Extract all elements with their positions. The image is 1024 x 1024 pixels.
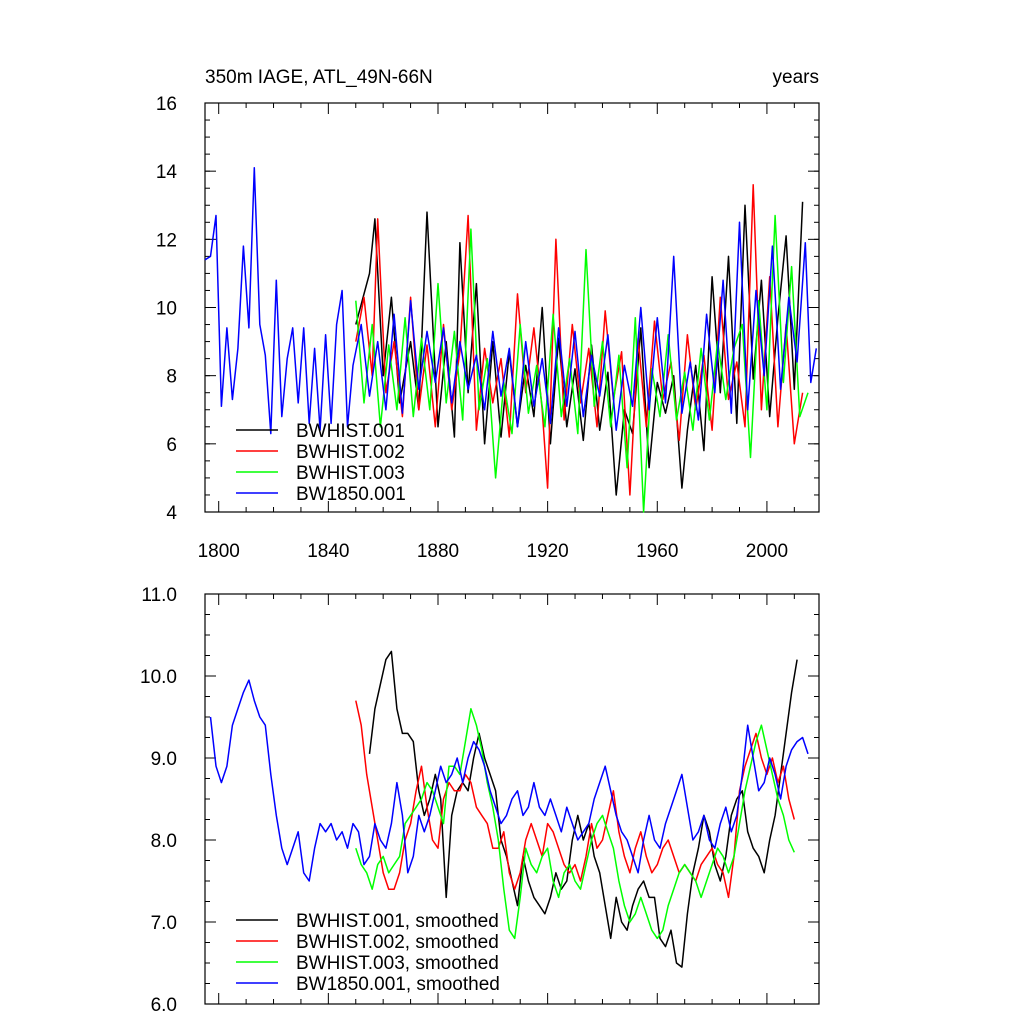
bottom-legend-label: BWHIST.001, smoothed <box>296 911 499 932</box>
top-axis-ticks: 1800 1840 1880 1920 1960 2000 4 6 8 10 12 14 16 <box>156 94 819 562</box>
bottom-series-line-3 <box>355 708 795 940</box>
top-x-tick-label: 1840 <box>307 541 349 562</box>
top-y-tick-label: 14 <box>156 162 178 183</box>
top-legend-label: BW1850.001 <box>296 484 406 505</box>
top-y-tick-label: 6 <box>166 435 177 456</box>
bottom-y-tick-label: 9.0 <box>151 749 177 770</box>
top-title-right: years <box>773 67 819 88</box>
top-y-tick-label: 12 <box>156 230 177 251</box>
top-panel: 350m IAGE, ATL_49N-66N years 1800 1840 188… <box>156 67 820 562</box>
bottom-y-tick-label: 8.0 <box>151 831 177 852</box>
bottom-legend-label: BW1850.001, smoothed <box>296 974 500 995</box>
top-series-line-4 <box>204 167 818 435</box>
top-series-group <box>204 167 818 513</box>
bottom-series-line-1 <box>368 650 798 968</box>
bottom-series-group <box>209 650 809 968</box>
top-legend-label: BWHIST.002 <box>296 442 405 463</box>
top-x-tick-label: 1920 <box>526 541 568 562</box>
bottom-y-tick-label: 6.0 <box>151 995 177 1016</box>
top-x-tick-label: 1880 <box>417 541 459 562</box>
bottom-y-tick-label: 7.0 <box>151 913 177 934</box>
top-y-tick-label: 8 <box>166 367 177 388</box>
bottom-axis-ticks: 6.0 7.0 8.0 9.0 10.0 11.0 <box>140 585 819 1016</box>
top-x-tick-label: 1960 <box>636 541 678 562</box>
top-series-line-2 <box>355 184 804 496</box>
top-x-tick-label: 1800 <box>198 541 240 562</box>
bottom-y-tick-label: 10.0 <box>140 667 177 688</box>
top-series-line-1 <box>355 201 804 496</box>
bottom-panel: 6.0 7.0 8.0 9.0 10.0 11.0 BWHIST.001, smoothe… <box>140 585 820 1016</box>
top-y-tick-label: 10 <box>156 299 177 320</box>
bottom-legend-label: BWHIST.002, smoothed <box>296 932 499 953</box>
bottom-series-line-4 <box>209 679 809 882</box>
top-y-tick-label: 16 <box>156 94 177 115</box>
bottom-y-tick-label: 11.0 <box>141 585 177 606</box>
top-title-left: 350m IAGE, ATL_49N-66N <box>205 67 433 88</box>
bottom-legend-label: BWHIST.003, smoothed <box>296 953 499 974</box>
top-legend-label: BWHIST.003 <box>296 463 405 484</box>
top-series-line-3 <box>355 214 809 513</box>
top-y-tick-label: 4 <box>166 503 177 524</box>
top-x-tick-label: 2000 <box>746 541 788 562</box>
top-legend-label: BWHIST.001 <box>296 421 405 442</box>
